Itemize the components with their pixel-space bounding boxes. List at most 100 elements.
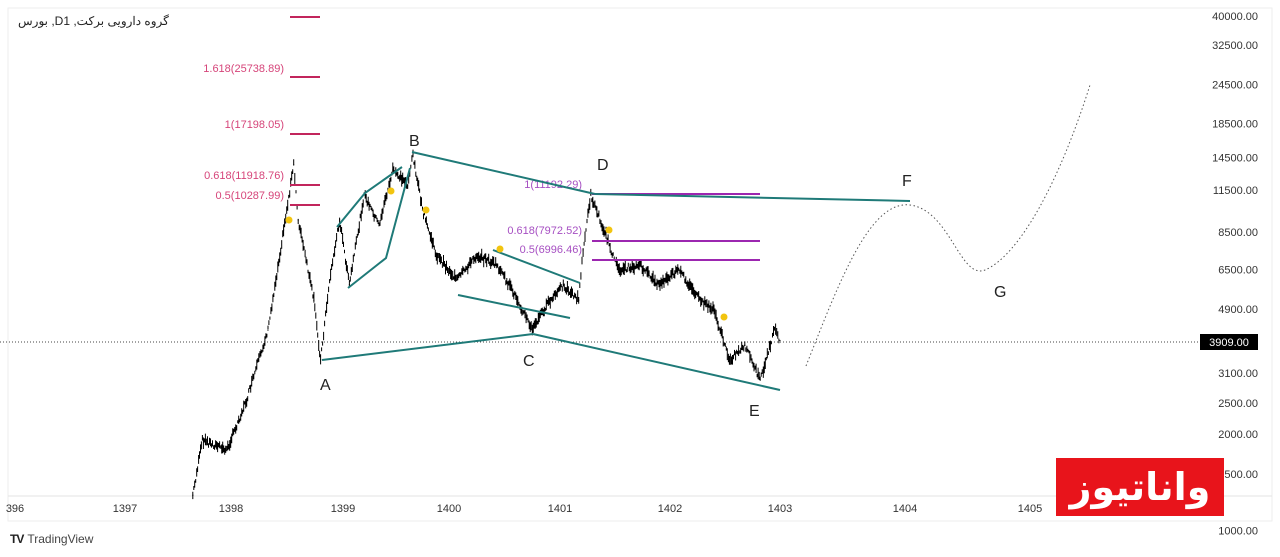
price-point: [562, 284, 564, 286]
price-point: [699, 299, 701, 301]
y-tick-label: 40000.00: [1212, 11, 1258, 23]
price-point: [201, 439, 203, 441]
price-point: [590, 194, 592, 196]
price-point: [678, 269, 680, 271]
wave-label-f: F: [902, 173, 912, 190]
price-point: [638, 264, 640, 266]
price-point: [542, 309, 544, 311]
price-point: [297, 219, 299, 221]
markers: [285, 187, 728, 321]
price-point: [407, 184, 409, 186]
marker-dot: [496, 245, 504, 253]
marker-dot: [422, 206, 430, 214]
fib-right[interactable]: [592, 193, 760, 261]
price-point: [531, 329, 533, 331]
trendline-d-f[interactable]: [594, 193, 911, 202]
fib-left[interactable]: [290, 16, 320, 206]
y-tick-label: 3100.00: [1218, 368, 1258, 380]
price-point: [582, 249, 584, 251]
price-point: [517, 299, 519, 301]
channel-lower-2[interactable]: [457, 294, 571, 319]
marker-dot: [285, 216, 293, 224]
x-axis[interactable]: 396 1397 1398 1399 1400 1401 1402 1403 1404 1405: [6, 503, 1042, 515]
price-series: [192, 149, 781, 500]
price-point: [192, 494, 194, 496]
wave-label-d: D: [597, 157, 609, 174]
x-tick-label: 1402: [658, 503, 682, 515]
price-point: [348, 284, 350, 286]
price-point: [744, 344, 746, 346]
y-tick-label: 24500.00: [1212, 79, 1258, 91]
pattern-lines[interactable]: [321, 151, 911, 391]
wave-label-b: B: [409, 133, 420, 150]
price-point: [378, 224, 380, 226]
marker-dot: [605, 226, 613, 234]
x-tick-label: 1404: [893, 503, 917, 515]
x-tick-label: 1400: [437, 503, 461, 515]
price-point: [456, 279, 458, 281]
y-tick-label: 1500.00: [1218, 469, 1258, 481]
price-point: [412, 154, 414, 156]
chart-frame: [7, 7, 1273, 522]
watermark-text: واناتیوز: [1069, 465, 1211, 509]
channel-upper[interactable]: [336, 166, 403, 228]
price-point: [392, 169, 394, 171]
wave-label-a: A: [320, 377, 331, 394]
price-point: [435, 254, 437, 256]
fib-label: 1.618(25738.89): [203, 63, 284, 75]
x-tick-label: 396: [6, 503, 24, 515]
fib-label: 0.618(7972.52): [507, 225, 582, 237]
price-point: [313, 299, 315, 301]
price-point: [283, 229, 285, 231]
marker-dot: [387, 187, 395, 195]
price-point: [728, 359, 731, 361]
trendline-a-c[interactable]: [321, 333, 534, 361]
marker-dot: [720, 313, 728, 321]
price-point: [773, 329, 776, 331]
channel-upper-2[interactable]: [492, 249, 581, 284]
price-point: [658, 284, 660, 286]
x-tick-label: 1397: [113, 503, 137, 515]
price-point: [246, 399, 248, 401]
wave-label-g: G: [994, 284, 1006, 301]
tradingview-logo-icon: TV: [10, 532, 24, 546]
trendline-b-d[interactable]: [411, 151, 596, 195]
price-point: [226, 449, 228, 451]
last-price-label: 3909.00: [1209, 337, 1249, 349]
symbol-title: بورس ,Dگروه دارویی برکت, 1: [18, 14, 169, 28]
tradingview-footer[interactable]: TV TradingView: [10, 532, 93, 546]
y-tick-label: 4900.00: [1218, 304, 1258, 316]
brand-label: TradingView: [27, 532, 94, 546]
y-tick-label: 32500.00: [1212, 40, 1258, 52]
price-point: [328, 279, 331, 281]
price-point: [496, 264, 498, 266]
x-tick-label: 1403: [768, 503, 792, 515]
price-point: [759, 379, 761, 381]
watermark-logo: واناتیوز: [1056, 458, 1224, 516]
y-tick-label: 18500.00: [1212, 119, 1258, 131]
trendline-c-e[interactable]: [532, 333, 781, 391]
price-point: [779, 339, 781, 342]
y-tick-label: 2500.00: [1218, 398, 1258, 410]
channel-lower[interactable]: [347, 167, 411, 289]
price-point: [578, 299, 580, 301]
x-tick-label: 1398: [219, 503, 243, 515]
y-tick-label: 14500.00: [1212, 153, 1258, 165]
y-tick-label: 8500.00: [1218, 227, 1258, 239]
last-price-badge: [1200, 334, 1258, 350]
price-point: [476, 254, 478, 256]
y-tick-label: 1000.00: [1218, 526, 1258, 538]
fib-label: 0.5(10287.99): [216, 190, 285, 202]
wave-label-c: C: [523, 353, 535, 370]
price-bars: [192, 149, 780, 500]
price-point: [713, 309, 715, 311]
y-tick-label: 11500.00: [1213, 185, 1258, 197]
projection-path[interactable]: [805, 84, 1091, 367]
fib-label: 0.618(11918.76): [204, 170, 284, 182]
price-point: [603, 229, 605, 231]
price-point: [617, 269, 619, 271]
fib-label: 1(17198.05): [225, 119, 284, 131]
y-tick-label: 2000.00: [1218, 429, 1258, 441]
y-axis[interactable]: 40000.00 32500.00 24500.00 18500.00 14500.00…: [1212, 11, 1258, 538]
